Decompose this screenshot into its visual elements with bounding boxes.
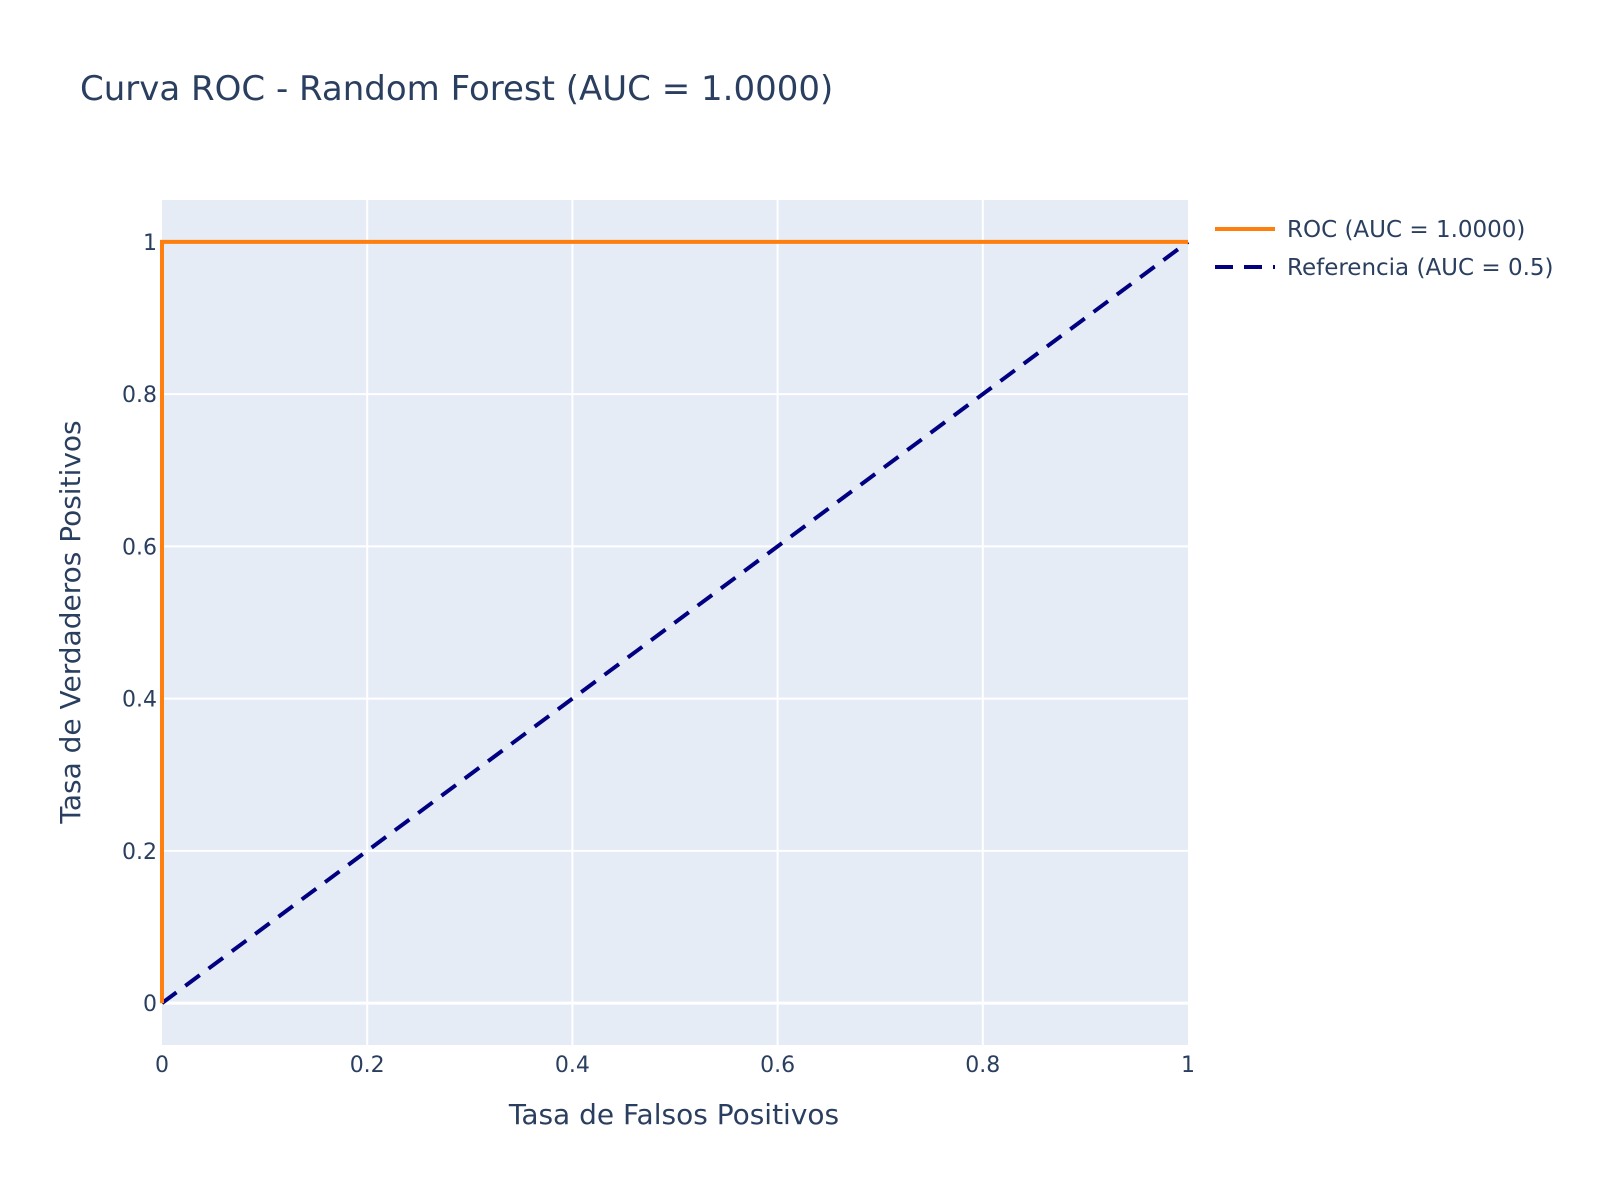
x-tick-label: 0.4 [555,1053,590,1078]
y-tick-label: 0.8 [122,383,157,408]
legend: ROC (AUC = 1.0000) Referencia (AUC = 0.5) [1215,217,1554,281]
series-line [160,240,1190,1005]
tick-labels: 0 0.2 0.4 0.6 0.8 1 0 0.2 0.4 0.6 0.8 1 [122,231,1195,1078]
x-axis-title: Tasa de Falsos Positivos [508,1098,839,1131]
y-tick-label: 1 [143,231,157,256]
x-tick-label: 1 [1181,1053,1195,1078]
series-line [160,239,1188,1004]
x-tick-label: 0 [155,1053,169,1078]
x-tick-label: 0.2 [350,1053,385,1078]
x-tick-label: 0.8 [965,1053,1000,1078]
legend-label: ROC (AUC = 1.0000) [1287,217,1525,243]
y-axis-title: Tasa de Verdaderos Positivos [54,420,87,824]
y-tick-label: 0.4 [122,688,157,713]
legend-label: Referencia (AUC = 0.5) [1287,255,1554,281]
y-tick-label: 0.2 [122,840,157,865]
series-lines [160,239,1190,1005]
chart-title: Curva ROC - Random Forest (AUC = 1.0000) [80,69,833,109]
y-tick-label: 0.6 [122,535,157,560]
y-tick-label: 0 [143,992,157,1017]
x-tick-label: 0.6 [760,1053,795,1078]
